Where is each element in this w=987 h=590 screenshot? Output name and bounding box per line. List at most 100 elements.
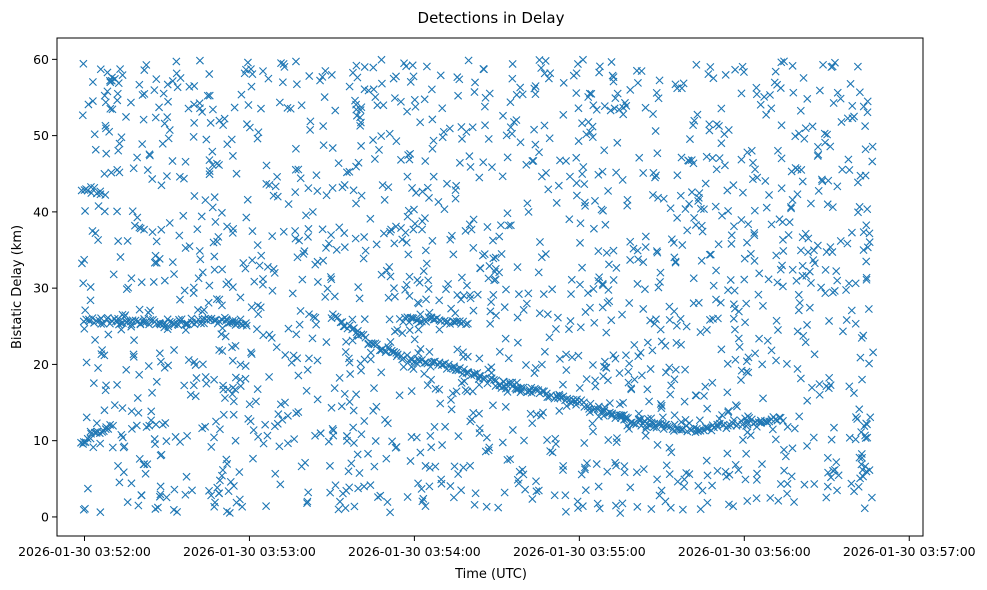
- detection-point: [427, 85, 436, 94]
- detection-point: [457, 273, 466, 282]
- detection-point: [316, 429, 325, 438]
- detection-point: [291, 57, 300, 66]
- detection-point: [581, 486, 590, 495]
- detection-point: [724, 407, 733, 416]
- detection-point: [612, 168, 621, 177]
- detection-point: [738, 435, 747, 444]
- detection-point: [647, 505, 656, 513]
- detection-point: [304, 488, 313, 497]
- detection-point: [124, 283, 133, 292]
- detection-point: [767, 220, 776, 229]
- detection-point: [134, 501, 143, 510]
- detection-point: [651, 173, 660, 182]
- detection-point: [157, 181, 166, 190]
- detection-point: [717, 104, 726, 113]
- detection-point: [504, 221, 513, 230]
- detection-point: [659, 425, 668, 433]
- detection-point: [100, 406, 109, 415]
- detection-point: [273, 172, 282, 181]
- detection-point: [370, 155, 379, 163]
- detection-point: [605, 399, 614, 408]
- detection-point: [798, 261, 807, 270]
- detection-point: [528, 419, 537, 428]
- detection-point: [165, 126, 174, 135]
- chart-title: Detections in Delay: [418, 9, 565, 27]
- detection-point: [735, 342, 744, 351]
- detection-point: [730, 325, 739, 334]
- detection-point: [373, 101, 382, 110]
- detection-point: [279, 59, 288, 68]
- detection-point: [501, 334, 510, 343]
- detection-point: [354, 158, 363, 167]
- detection-point: [265, 372, 274, 381]
- detection-point: [828, 62, 837, 71]
- detection-point: [218, 265, 227, 274]
- detection-point: [140, 460, 149, 469]
- detection-point: [90, 130, 99, 139]
- detection-point: [293, 354, 302, 363]
- detection-point: [114, 461, 123, 470]
- detection-point: [404, 151, 413, 160]
- detection-point: [406, 313, 415, 322]
- detection-point: [382, 454, 391, 463]
- detection-point: [773, 80, 782, 89]
- detection-point: [760, 92, 769, 101]
- detection-point: [712, 165, 721, 174]
- detection-point: [669, 238, 678, 247]
- detection-point: [657, 337, 666, 346]
- detection-point: [665, 443, 674, 452]
- detection-point: [208, 147, 217, 156]
- detection-point: [148, 175, 157, 184]
- detection-point: [545, 134, 554, 143]
- detection-point: [752, 494, 761, 503]
- detection-point: [531, 363, 540, 372]
- detection-point: [790, 424, 799, 433]
- detection-point: [643, 385, 652, 394]
- detection-point: [729, 314, 738, 323]
- detection-point: [147, 416, 156, 425]
- detection-point: [521, 485, 530, 494]
- detection-point: [803, 94, 812, 103]
- detection-point: [691, 428, 700, 437]
- detection-point: [758, 301, 767, 310]
- detection-point: [412, 433, 421, 442]
- detection-point: [301, 458, 310, 467]
- detection-point: [622, 101, 631, 110]
- detection-point: [574, 104, 583, 113]
- detection-point: [598, 279, 607, 288]
- detection-point: [243, 58, 252, 67]
- detection-point: [321, 66, 330, 75]
- detection-point: [157, 225, 166, 234]
- detection-point: [422, 295, 431, 304]
- detection-point: [278, 78, 287, 87]
- detection-point: [484, 134, 493, 143]
- detection-point: [352, 390, 361, 399]
- detection-point: [778, 282, 787, 291]
- detection-point: [253, 241, 262, 250]
- detection-point: [506, 123, 515, 132]
- detection-point: [108, 105, 117, 114]
- detection-point: [721, 70, 730, 79]
- detection-point: [245, 400, 254, 409]
- detection-point: [727, 231, 736, 240]
- detection-point: [247, 82, 256, 91]
- detection-point: [581, 201, 590, 210]
- detection-point: [328, 144, 337, 153]
- detection-point: [379, 229, 388, 238]
- detection-point: [271, 182, 280, 191]
- detection-point: [594, 277, 603, 285]
- detection-point: [537, 172, 546, 181]
- detection-point: [814, 186, 823, 195]
- detection-point: [449, 250, 458, 259]
- detection-point: [629, 244, 638, 253]
- detection-point: [88, 97, 97, 106]
- detection-point: [316, 76, 325, 85]
- detection-point: [385, 129, 394, 138]
- detection-point: [479, 65, 488, 74]
- detection-point: [804, 234, 813, 243]
- detection-point: [275, 98, 284, 107]
- detection-point: [603, 467, 612, 476]
- detection-point: [556, 393, 565, 402]
- detection-point: [723, 449, 732, 458]
- detection-point: [352, 111, 361, 120]
